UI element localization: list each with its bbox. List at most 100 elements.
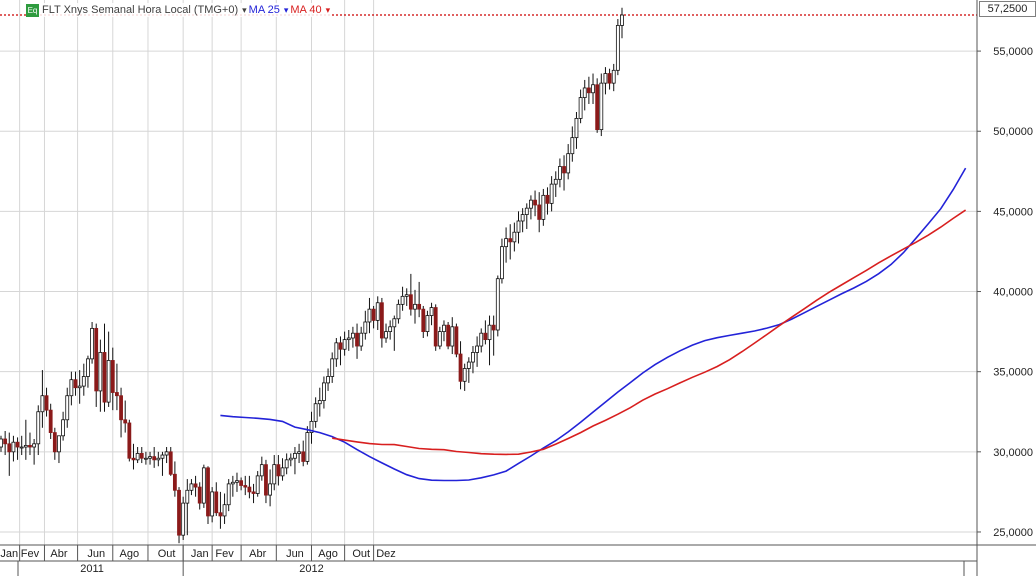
candle[interactable]: [454, 323, 459, 358]
candle[interactable]: [375, 296, 380, 330]
candle[interactable]: [77, 370, 82, 404]
candle[interactable]: [591, 73, 595, 104]
candle[interactable]: [297, 443, 301, 464]
candle[interactable]: [537, 192, 542, 233]
candle[interactable]: [19, 435, 24, 456]
candle[interactable]: [330, 352, 335, 383]
candle[interactable]: [491, 315, 496, 356]
candle[interactable]: [3, 430, 8, 456]
candle[interactable]: [545, 187, 550, 215]
candle[interactable]: [86, 355, 90, 388]
candle[interactable]: [317, 387, 322, 417]
candle[interactable]: [363, 310, 368, 340]
candle[interactable]: [28, 432, 32, 456]
candle[interactable]: [139, 447, 144, 464]
candle[interactable]: [65, 387, 70, 428]
candle[interactable]: [110, 347, 115, 411]
candle[interactable]: [346, 330, 351, 351]
candle[interactable]: [210, 487, 215, 523]
candle[interactable]: [301, 440, 306, 467]
candle[interactable]: [350, 326, 355, 348]
candle[interactable]: [15, 437, 20, 460]
candle[interactable]: [218, 491, 223, 529]
candle[interactable]: [433, 304, 438, 351]
candle[interactable]: [206, 466, 210, 524]
candle[interactable]: [69, 371, 74, 406]
candle[interactable]: [288, 453, 293, 467]
candle[interactable]: [164, 447, 169, 464]
candle[interactable]: [479, 328, 484, 353]
ma40-dropdown-icon[interactable]: ▾: [325, 4, 331, 15]
candle[interactable]: [450, 317, 455, 355]
candle[interactable]: [392, 315, 397, 351]
candle[interactable]: [462, 363, 467, 391]
candle[interactable]: [574, 112, 579, 149]
candle[interactable]: [586, 76, 591, 104]
candle[interactable]: [367, 297, 372, 334]
candle[interactable]: [7, 432, 12, 476]
candle[interactable]: [429, 302, 434, 326]
candle[interactable]: [446, 321, 451, 350]
candle[interactable]: [313, 397, 318, 428]
candle[interactable]: [458, 341, 463, 390]
candle[interactable]: [359, 326, 364, 351]
candle[interactable]: [284, 453, 289, 475]
candle[interactable]: [201, 464, 206, 508]
candle[interactable]: [247, 475, 252, 499]
candle[interactable]: [603, 67, 608, 95]
candle[interactable]: [334, 338, 339, 367]
candle[interactable]: [529, 195, 533, 220]
candle[interactable]: [222, 493, 227, 524]
candle[interactable]: [475, 336, 480, 367]
candle[interactable]: [607, 68, 612, 90]
candle[interactable]: [508, 224, 513, 260]
candle[interactable]: [48, 403, 53, 439]
candle[interactable]: [152, 447, 157, 468]
candle[interactable]: [520, 208, 525, 233]
candle[interactable]: [326, 368, 330, 391]
candle[interactable]: [251, 483, 256, 504]
candle[interactable]: [342, 331, 347, 356]
candle[interactable]: [322, 376, 326, 409]
candle[interactable]: [355, 323, 359, 359]
candle[interactable]: [524, 203, 529, 230]
ma25-dropdown-icon[interactable]: ▾: [283, 4, 289, 15]
legend-dropdown-icon[interactable]: ▾: [242, 4, 247, 15]
candle[interactable]: [160, 451, 165, 476]
candle[interactable]: [276, 455, 281, 486]
candle[interactable]: [384, 323, 388, 343]
candle[interactable]: [172, 461, 177, 497]
candle[interactable]: [388, 320, 393, 340]
candle[interactable]: [36, 405, 41, 456]
candle[interactable]: [135, 447, 140, 464]
candle[interactable]: [471, 346, 475, 374]
candle[interactable]: [562, 155, 566, 191]
candle[interactable]: [500, 238, 504, 284]
candle[interactable]: [181, 496, 186, 540]
candle[interactable]: [143, 451, 148, 465]
candle[interactable]: [442, 320, 446, 342]
candle[interactable]: [127, 419, 132, 462]
candle[interactable]: [293, 447, 297, 475]
candle[interactable]: [379, 297, 384, 348]
candle[interactable]: [235, 472, 239, 492]
candle[interactable]: [239, 477, 244, 491]
candle[interactable]: [305, 426, 310, 465]
candle[interactable]: [417, 281, 422, 318]
candle[interactable]: [131, 443, 136, 470]
candle[interactable]: [421, 305, 426, 339]
candle[interactable]: [102, 323, 107, 412]
candle[interactable]: [81, 363, 86, 396]
candle[interactable]: [0, 435, 3, 452]
candle[interactable]: [615, 19, 620, 76]
candle[interactable]: [408, 273, 413, 316]
candle[interactable]: [396, 299, 401, 324]
candle[interactable]: [512, 222, 517, 252]
candle[interactable]: [272, 455, 277, 491]
candle[interactable]: [425, 310, 430, 337]
candle[interactable]: [11, 435, 16, 462]
candle[interactable]: [230, 475, 235, 497]
candle[interactable]: [94, 323, 99, 407]
candle[interactable]: [495, 275, 500, 337]
candle[interactable]: [255, 471, 260, 497]
